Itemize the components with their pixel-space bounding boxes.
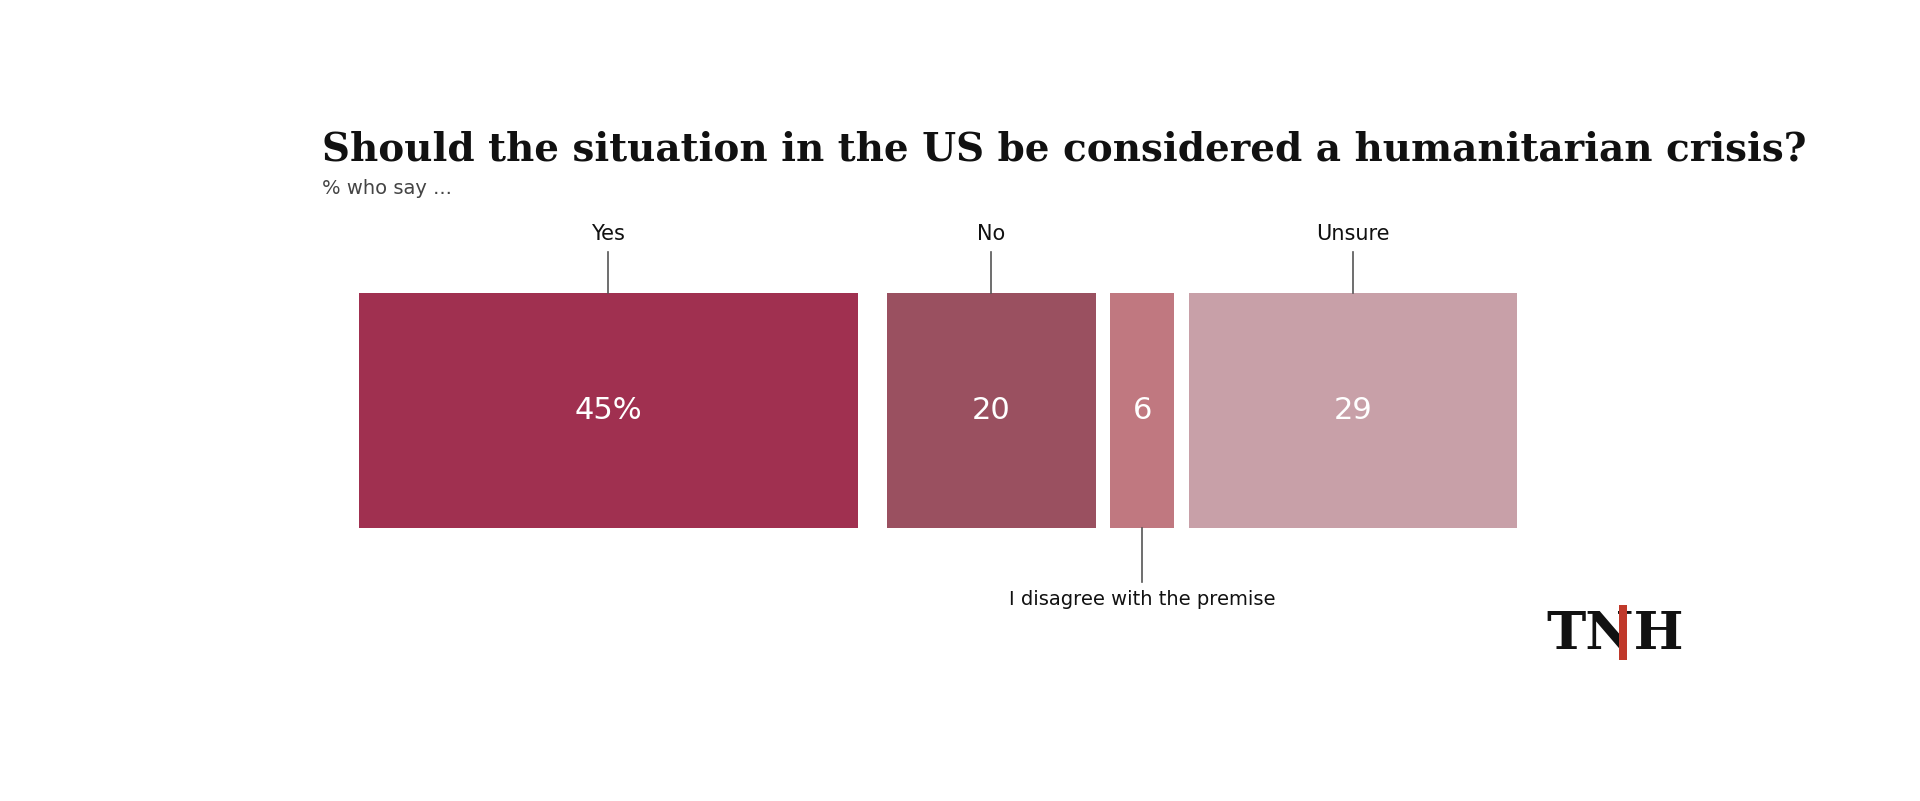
Text: Unsure: Unsure [1317,224,1390,244]
Text: 45%: 45% [574,396,641,425]
Text: 6: 6 [1133,396,1152,425]
Bar [1619,605,1626,661]
Bar [1110,293,1175,528]
Text: I disagree with the premise: I disagree with the premise [1010,590,1275,609]
Text: Yes: Yes [591,224,624,244]
Bar [887,293,1096,528]
Text: 29: 29 [1334,396,1373,425]
Text: Should the situation in the US be considered a humanitarian crisis?: Should the situation in the US be consid… [323,130,1807,168]
Text: No: No [977,224,1006,244]
Bar [359,293,858,528]
Text: TNH: TNH [1546,610,1684,661]
Text: 20: 20 [972,396,1010,425]
Bar [1188,293,1517,528]
Text: % who say ...: % who say ... [323,179,451,199]
